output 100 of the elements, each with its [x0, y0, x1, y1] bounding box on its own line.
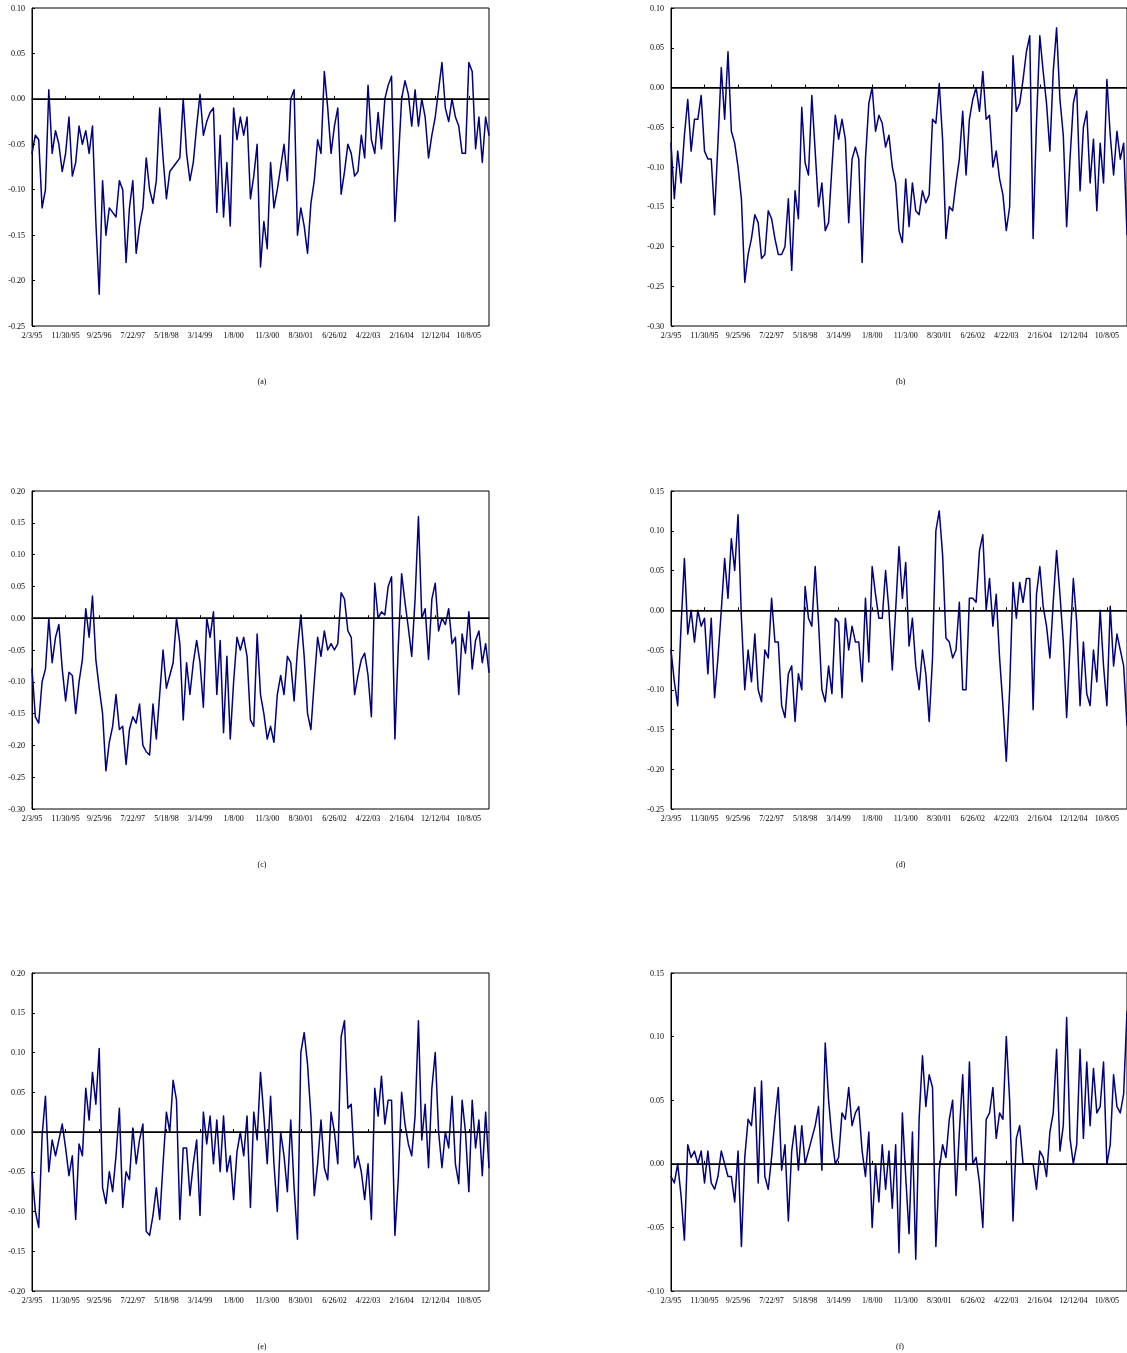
text: (b) — [896, 376, 906, 386]
x-tick-label: 5/18/98 — [792, 330, 818, 340]
y-tick-label: 0.00 — [11, 94, 25, 104]
x-tick-label: 2/3/95 — [660, 813, 682, 823]
x-tick-label: 2/3/95 — [660, 1295, 682, 1305]
x-tick-label: 4/22/03 — [994, 813, 1019, 823]
x-tick-label: 11/3/00 — [255, 330, 280, 340]
line-series — [31, 61, 490, 295]
x-tick-label: 11/30/95 — [51, 330, 80, 340]
y-tick-label: 0.00 — [650, 83, 664, 92]
text: (a) — [257, 376, 267, 386]
x-tick-label: 11/3/00 — [893, 813, 918, 823]
x-tick-label: 1/8/00 — [223, 330, 244, 340]
y-tick-label: -0.15 — [8, 1246, 25, 1256]
y-tick-label: 0.10 — [650, 1032, 664, 1042]
y-tick-label: 0.05 — [11, 1087, 25, 1097]
line-series — [31, 1019, 490, 1241]
y-tick-label: 0.10 — [11, 3, 25, 13]
x-tick-label: 10/8/05 — [456, 1295, 482, 1305]
y-tick-label: 0.15 — [650, 486, 664, 496]
x-tick-label: 7/22/97 — [120, 1295, 146, 1305]
y-tick-label: -0.10 — [647, 162, 664, 172]
x-tick-label: 8/30/01 — [288, 813, 314, 823]
x-tick-label: 4/22/03 — [994, 1295, 1019, 1305]
x-tick-label: 2/3/95 — [21, 1295, 43, 1305]
y-tick-label: 0.00 — [11, 1127, 25, 1137]
text: (d) — [896, 859, 906, 869]
y-tick-label: -0.15 — [647, 725, 664, 734]
y-tick-label: 0.15 — [11, 518, 25, 528]
y-tick-label: -0.10 — [8, 185, 25, 195]
x-tick-label: 2/3/95 — [21, 813, 43, 823]
x-tick-label: 1/8/00 — [223, 813, 244, 823]
y-tick-label: -0.10 — [647, 1286, 664, 1296]
text: (f) — [896, 1341, 905, 1351]
x-tick-label: 12/12/04 — [1059, 1295, 1088, 1305]
y-tick-label: 0.05 — [650, 43, 664, 53]
x-tick-label: 2/16/04 — [1027, 1295, 1053, 1305]
x-tick-label: 6/26/02 — [960, 813, 985, 823]
x-tick-label: 11/30/95 — [690, 330, 719, 340]
line-series — [670, 510, 1127, 763]
y-tick-label: 0.20 — [11, 968, 25, 978]
x-tick-label: 2/16/04 — [389, 330, 414, 340]
x-tick-label: 5/18/98 — [154, 330, 179, 340]
x-tick-label: 1/8/00 — [861, 330, 883, 340]
x-tick-label: 1/8/00 — [223, 1295, 244, 1305]
y-tick-label: -0.05 — [647, 1222, 664, 1232]
y-tick-label: 0.15 — [11, 1008, 25, 1018]
y-tick-label: -0.20 — [647, 242, 664, 251]
x-tick-label: 8/30/01 — [927, 1295, 952, 1305]
x-tick-label: 10/8/05 — [1094, 1295, 1120, 1305]
x-tick-label: 12/12/04 — [421, 330, 450, 340]
y-tick-label: -0.20 — [8, 1286, 25, 1296]
x-tick-label: 3/14/99 — [826, 330, 851, 340]
x-tick-label: 12/12/04 — [421, 813, 450, 823]
x-tick-label: 6/26/02 — [322, 1295, 347, 1305]
x-tick-label: 11/30/95 — [690, 813, 719, 823]
x-tick-label: 10/8/05 — [456, 330, 482, 340]
x-tick-label: 2/16/04 — [389, 813, 414, 823]
text: (c) — [257, 859, 267, 869]
x-tick-label: 2/16/04 — [1027, 330, 1053, 340]
x-tick-label: 1/8/00 — [861, 813, 883, 823]
x-tick-label: 10/8/05 — [456, 813, 482, 823]
line-series — [670, 1010, 1127, 1260]
x-tick-label: 2/16/04 — [1027, 813, 1053, 823]
x-tick-label: 3/14/99 — [187, 330, 213, 340]
y-tick-label: -0.10 — [8, 1207, 25, 1216]
x-tick-label: 5/18/98 — [154, 813, 179, 823]
text: (e) — [257, 1341, 267, 1351]
x-tick-label: 12/12/04 — [1059, 330, 1088, 340]
x-tick-label: 6/26/02 — [960, 330, 985, 340]
x-tick-label: 9/25/96 — [725, 813, 751, 823]
x-tick-label: 1/8/00 — [861, 1295, 883, 1305]
y-tick-label: -0.25 — [8, 321, 25, 331]
x-tick-label: 4/22/03 — [994, 330, 1019, 340]
x-tick-label: 11/30/95 — [51, 1295, 80, 1305]
y-tick-label: -0.05 — [647, 645, 664, 655]
x-tick-label: 11/30/95 — [690, 1295, 719, 1305]
y-tick-label: -0.05 — [8, 1167, 25, 1177]
y-tick-label: 0.15 — [650, 968, 664, 978]
y-tick-label: 0.05 — [11, 48, 25, 58]
y-tick-label: -0.20 — [8, 740, 25, 750]
y-tick-label: -0.25 — [8, 772, 25, 782]
y-tick-label: -0.10 — [8, 677, 25, 687]
x-tick-label: 5/18/98 — [154, 1295, 179, 1305]
x-tick-label: 11/3/00 — [255, 813, 280, 823]
y-tick-label: -0.20 — [647, 764, 664, 774]
y-tick-label: -0.30 — [8, 804, 25, 814]
x-tick-label: 6/26/02 — [322, 813, 347, 823]
x-tick-label: 4/22/03 — [355, 330, 381, 340]
line-series — [31, 515, 490, 772]
x-tick-label: 7/22/97 — [759, 330, 784, 340]
x-tick-label: 11/3/00 — [893, 330, 918, 340]
x-tick-label: 12/12/04 — [421, 1295, 450, 1305]
y-tick-label: -0.15 — [8, 709, 25, 719]
x-tick-label: 8/30/01 — [288, 330, 314, 340]
y-tick-label: -0.05 — [8, 139, 25, 149]
x-tick-label: 11/3/00 — [255, 1295, 280, 1305]
y-tick-label: -0.20 — [8, 276, 25, 286]
y-tick-label: -0.25 — [647, 804, 664, 814]
x-tick-label: 3/14/99 — [826, 1295, 851, 1305]
